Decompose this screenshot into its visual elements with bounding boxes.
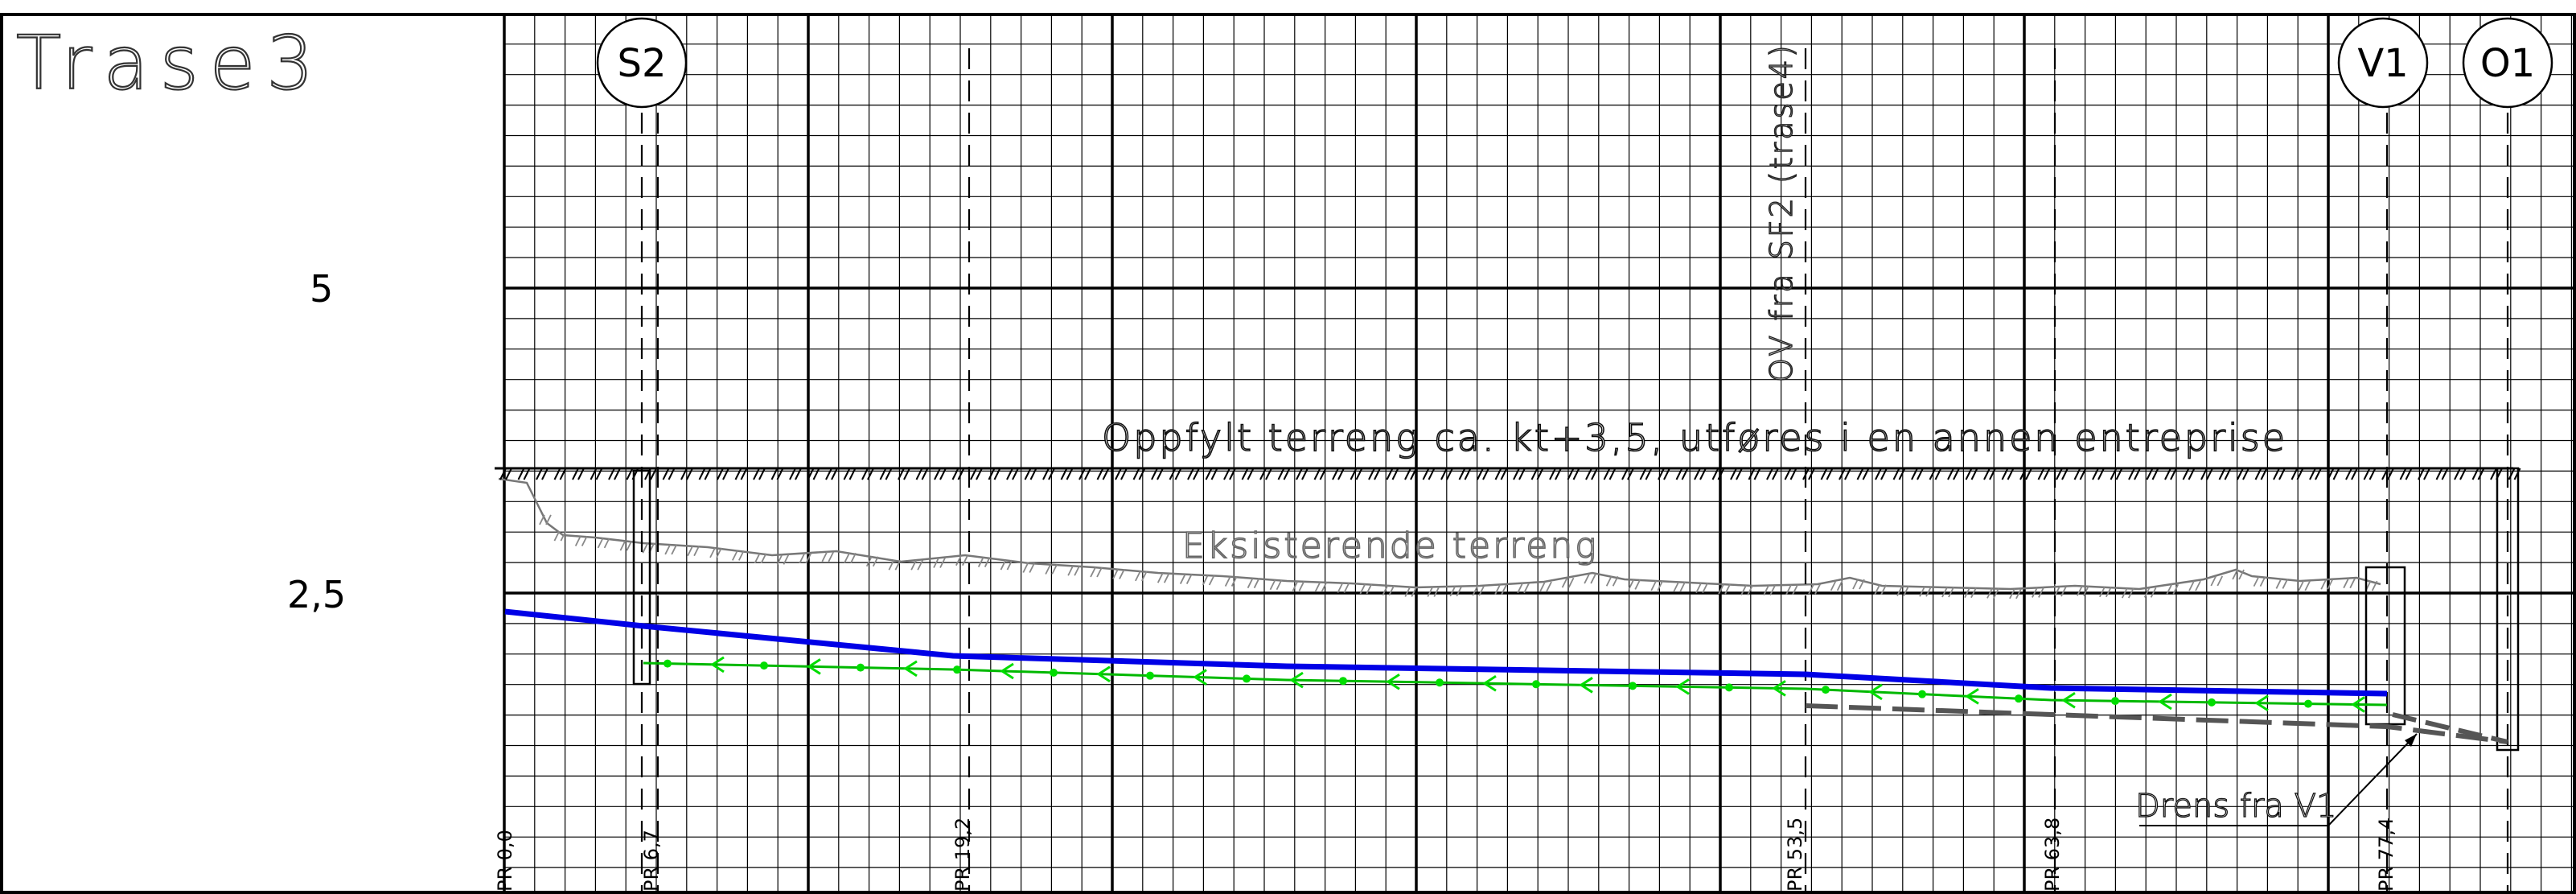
- station-label: PR 6,7: [640, 830, 663, 892]
- manhole-v1: V1: [2337, 17, 2429, 109]
- pipe-crown-line: [504, 608, 2388, 697]
- fill-terrain: [495, 467, 2521, 480]
- manhole-s2-box: [632, 469, 651, 686]
- elevation-label-5: 5: [310, 267, 333, 311]
- manhole-o1-box: [2496, 467, 2520, 752]
- station-label: PR 53,5: [1784, 818, 1806, 892]
- station-label: PR 77,4: [2375, 818, 2397, 892]
- manhole-v1-box: [2364, 566, 2406, 726]
- flow-arrows: [664, 656, 2365, 713]
- drain-callout: Drens fra V1: [2134, 733, 2418, 826]
- existing-terrain: [498, 477, 2381, 599]
- manhole-o1: O1: [2462, 17, 2553, 109]
- flow-line: [643, 661, 2388, 707]
- station-lines: [640, 48, 2509, 892]
- station-label: PR 19,2: [951, 818, 974, 892]
- manhole-s2-label: S2: [617, 41, 666, 86]
- station-label: PR 63,8: [2041, 818, 2064, 892]
- manhole-o1-label: O1: [2480, 41, 2535, 86]
- drain-label: Drens fra V1: [2135, 788, 2336, 825]
- drain-line: [1805, 703, 2508, 744]
- elevation-label-2-5: 2,5: [287, 573, 346, 616]
- station-label: PR 0,0: [494, 830, 516, 892]
- manhole-v1-label: V1: [2357, 41, 2408, 86]
- drawing-frame: [0, 13, 2576, 894]
- manhole-s2: S2: [596, 17, 688, 109]
- fill-terrain-label: Oppfylt terreng ca. kt+3,5, utføres i en…: [1102, 416, 2287, 459]
- existing-terrain-label: Eksisterende terreng: [1182, 525, 1599, 566]
- station-labels: PR 0,0 PR 6,7 PR 19,2 PR 53,5 PR 63,8 PR…: [494, 818, 2397, 892]
- ov-pipe-label: OV fra SF2 (trase4): [1764, 43, 1799, 382]
- drawing-title: Trase3: [16, 20, 325, 106]
- grid: [503, 14, 2574, 892]
